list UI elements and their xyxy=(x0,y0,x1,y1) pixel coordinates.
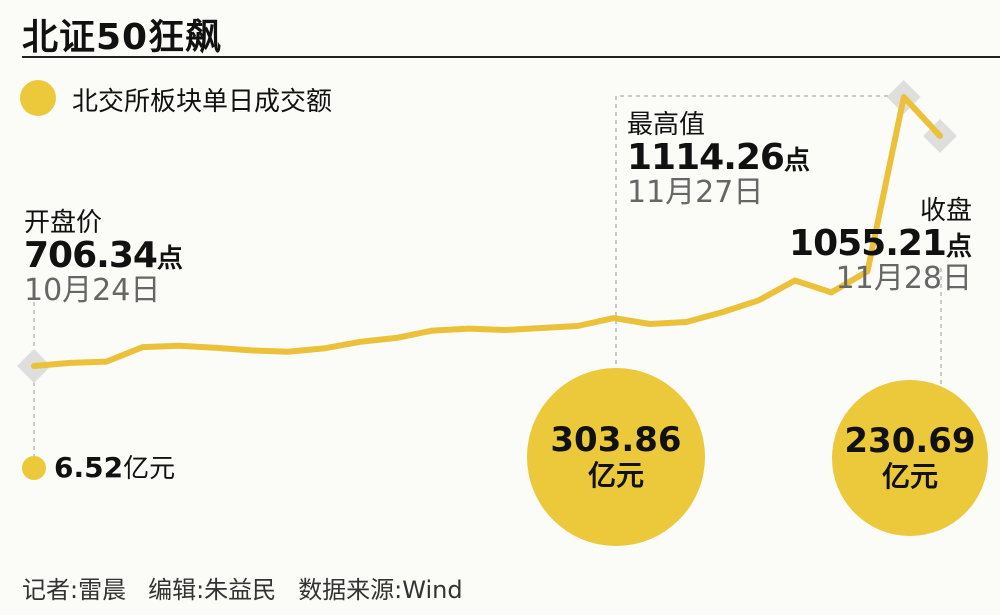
close-annotation: 收盘 1055.21点 11月28日 xyxy=(789,196,972,297)
open-annotation: 开盘价 706.34点 10月24日 xyxy=(24,208,183,309)
high-value: 1114.26点 xyxy=(627,137,810,179)
legend-label: 北交所板块单日成交额 xyxy=(72,87,333,117)
end-volume-bubble: 230.69 亿元 xyxy=(832,380,988,536)
close-label: 收盘 xyxy=(919,196,972,226)
page-title: 北证50狂飙 xyxy=(22,17,223,58)
footer-credits: 记者:雷晨 编辑:朱益民 数据来源:Wind xyxy=(22,570,485,605)
open-value: 706.34点 xyxy=(24,235,183,277)
source-credit: 数据来源:Wind xyxy=(298,576,463,604)
peak-volume-bubble: 303.86 亿元 xyxy=(527,368,705,546)
peak-volume-value: 303.86 xyxy=(550,420,682,461)
high-date: 11月27日 xyxy=(627,175,764,211)
title-divider xyxy=(22,56,1000,58)
editor-credit: 编辑:朱益民 xyxy=(148,576,277,604)
high-annotation: 最高值 1114.26点 11月27日 xyxy=(627,110,810,211)
guide-line-high xyxy=(615,95,904,388)
open-label: 开盘价 xyxy=(24,208,103,238)
high-label: 最高值 xyxy=(627,110,706,140)
start-volume-label: 6.52亿元 xyxy=(54,451,176,484)
reporter-credit: 记者:雷晨 xyxy=(22,576,127,604)
series-line-bz50 xyxy=(31,94,943,369)
end-volume-unit: 亿元 xyxy=(881,460,938,494)
start-volume-bubble xyxy=(22,456,46,480)
peak-volume-unit: 亿元 xyxy=(587,459,644,493)
legend-marker xyxy=(20,80,56,116)
open-date: 10月24日 xyxy=(24,273,161,309)
close-date: 11月28日 xyxy=(835,261,972,297)
end-volume-value: 230.69 xyxy=(844,421,976,462)
close-value: 1055.21点 xyxy=(789,223,972,265)
